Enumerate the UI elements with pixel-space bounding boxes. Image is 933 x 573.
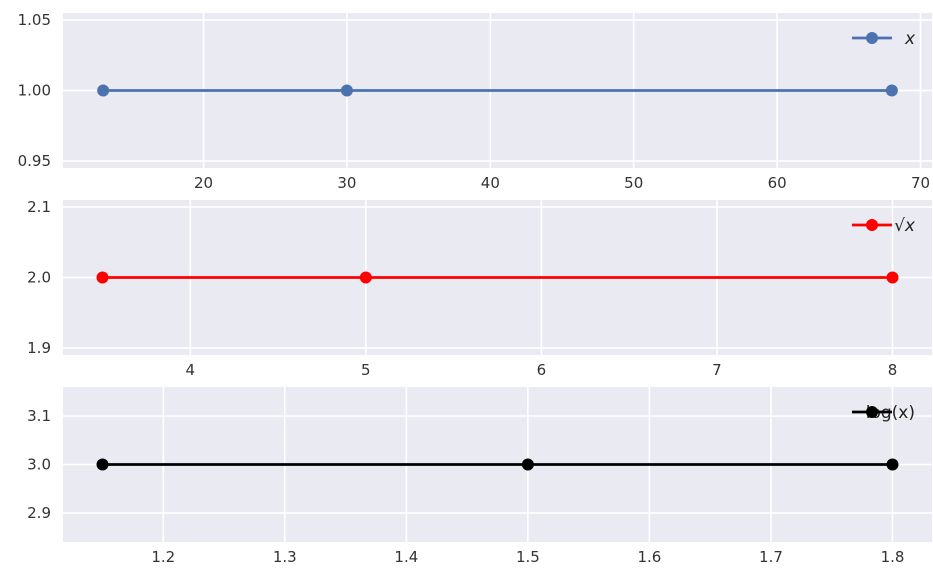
x-tick-label: 1.4	[394, 548, 418, 566]
x-tick-label: 40	[481, 174, 500, 192]
data-point	[886, 458, 899, 471]
x-tick-label: 30	[337, 174, 356, 192]
data-point	[96, 271, 109, 284]
x-tick-label: 1.3	[273, 548, 297, 566]
x-tick-label: 20	[194, 174, 213, 192]
data-point	[359, 271, 372, 284]
x-tick-label: 1.5	[516, 548, 540, 566]
y-tick-label: 1.00	[18, 82, 51, 100]
x-tick-label: 1.2	[151, 548, 175, 566]
x-tick-label: 1.6	[637, 548, 661, 566]
y-tick-label: 2.9	[27, 504, 51, 522]
x-tick-label: 4	[186, 361, 196, 379]
data-point	[886, 271, 899, 284]
x-tick-label: 1.8	[881, 548, 905, 566]
x-tick-label: 70	[911, 174, 930, 192]
x-tick-label: 60	[768, 174, 787, 192]
x-tick-label: 8	[888, 361, 898, 379]
y-tick-label: 1.05	[18, 11, 51, 29]
y-tick-label: 3.1	[27, 407, 51, 425]
y-tick-label: 1.9	[27, 339, 51, 357]
y-tick-label: 2.0	[27, 269, 51, 287]
y-tick-label: 0.95	[18, 152, 51, 170]
x-tick-label: 6	[537, 361, 547, 379]
data-point	[340, 84, 353, 97]
data-point	[96, 458, 109, 471]
legend-marker-3	[866, 406, 878, 418]
legend-marker-1	[866, 32, 878, 44]
x-tick-label: 5	[361, 361, 371, 379]
y-tick-label: 3.0	[27, 456, 51, 474]
legend-marker-2	[866, 219, 878, 231]
data-point	[97, 84, 110, 97]
data-point	[885, 84, 898, 97]
y-tick-label: 2.1	[27, 198, 51, 216]
x-tick-label: 7	[712, 361, 722, 379]
x-tick-label: 1.7	[759, 548, 783, 566]
data-point	[521, 458, 534, 471]
legend-label-1: x	[904, 29, 916, 49]
legend-label-2: √x	[894, 216, 916, 236]
x-tick-label: 50	[624, 174, 643, 192]
